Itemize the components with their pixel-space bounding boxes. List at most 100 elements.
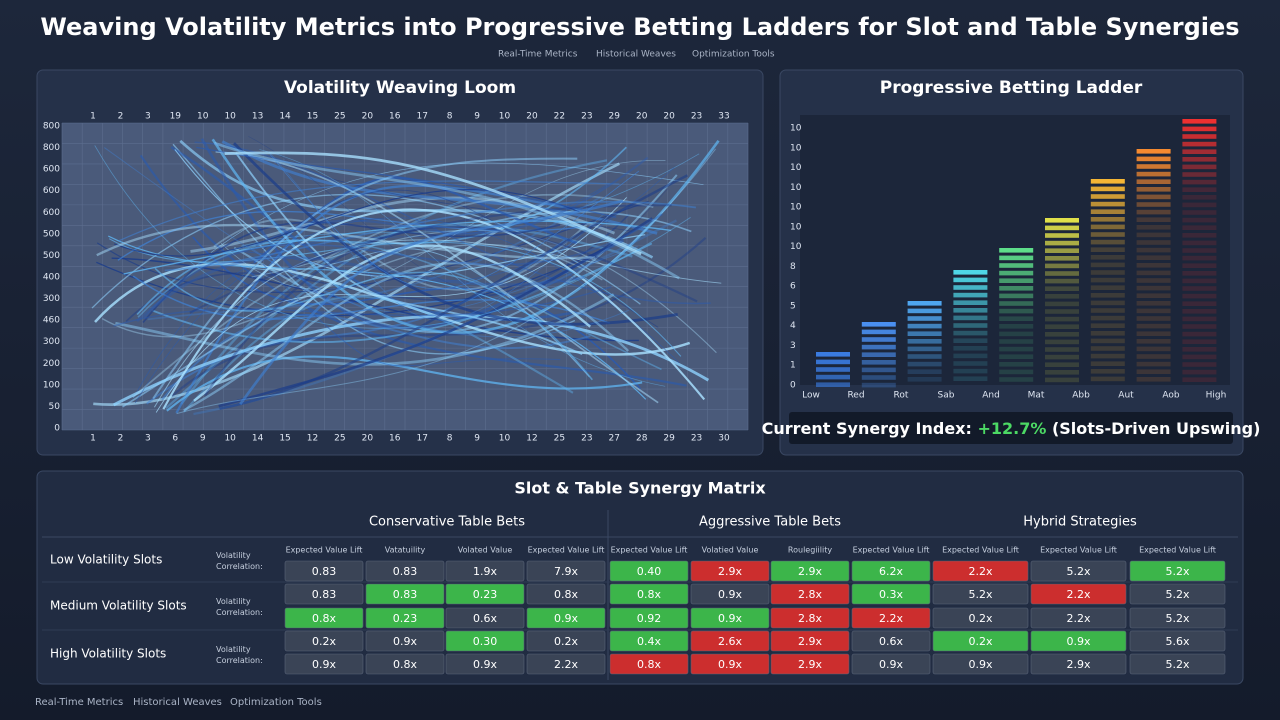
weave-thread [262,263,561,367]
loom-bottom-label: 14 [252,434,264,444]
loom-left-label: 460 [43,316,60,326]
cell-value: 0.2x [968,635,992,648]
matrix-cell [284,560,364,582]
ladder-step [1045,233,1079,238]
cell-value: 2.2x [968,565,992,578]
ladder-step [999,324,1034,329]
loom-top-label: 15 [307,112,318,122]
cell-value: 0.9x [1066,635,1090,648]
matrix-cell [932,607,1029,629]
matrix-cell [690,560,770,582]
nav-item: Real-Time Metrics [498,50,578,60]
column-header: Expected Value Lift [1040,546,1117,555]
matrix-cell [365,630,445,652]
ladder-step [1182,278,1217,284]
cell-value: 5.2x [968,588,992,601]
loom-bottom-label: 29 [663,434,675,444]
loom-bottom-label: 12 [307,434,318,444]
ladder-x-label: Rot [894,391,909,401]
cell-value: 0.3x [879,588,903,601]
ladder-x-label: High [1206,391,1227,401]
weave-thread [171,236,707,397]
row-sub-word: Correlation: [216,656,263,665]
ladder-step [953,308,988,313]
loom-left-label: 200 [43,359,60,369]
ladder-step [1136,187,1171,192]
ladder-step [1136,270,1171,276]
cell-value: 2.9x [798,635,822,648]
ladder-step [953,353,988,359]
ladder-step [1182,248,1217,253]
column-header: Volated Value [458,546,513,555]
ladder-step [861,344,896,350]
cell-value: 0.8x [554,588,578,601]
ladder-step [1182,377,1217,382]
loom-top-label: 9 [474,112,480,122]
ladder-step [1090,338,1125,344]
ladder-step [907,331,942,336]
cell-value: 0.9x [718,658,742,671]
ladder-y-label: 10 [790,124,802,134]
ladder-step [953,270,988,275]
index-value: +12.7% [977,419,1046,438]
ladder-step [953,300,988,305]
ladder-step [816,352,850,357]
ladder-step [1182,157,1217,162]
matrix-cell [284,607,364,629]
loom-top-label: 20 [526,112,538,122]
ladder-step [1182,347,1217,352]
cell-value: 0.30 [473,635,498,648]
ladder-step [1045,271,1079,276]
loom-top-label: 29 [609,112,621,122]
matrix-cell [609,583,689,605]
cell-value: 0.8x [393,658,417,671]
matrix-cell [690,583,770,605]
weave-thread [94,145,691,329]
loom-bottom-label: 20 [362,434,374,444]
row-sub-word: Correlation: [216,562,263,571]
ladder-step [1182,202,1217,208]
ladder-step [1136,346,1171,352]
ladder-step [1136,225,1171,230]
matrix-cell [1030,630,1127,652]
loom-bottom-label: 25 [334,434,345,444]
ladder-step [1045,362,1079,367]
weave-thread [134,217,680,404]
cell-value: 0.9x [879,658,903,671]
ladder-step [1136,232,1171,238]
weave-thread [204,225,698,397]
loom-top-label: 17 [416,112,427,122]
ladder-step [861,375,896,380]
ladder-step [999,377,1034,382]
ladder-step [1182,119,1217,124]
weave-thread [235,152,583,356]
matrix-cell [445,607,525,629]
ladder-step [953,285,988,290]
ladder-step [1182,141,1217,147]
loom-top-label: 10 [499,112,511,122]
ladder-y-label: 10 [790,222,802,232]
ladder-step [953,323,988,328]
matrix-cell [690,653,770,675]
ladder-step [1182,354,1217,360]
weave-thread [143,213,663,319]
matrix-cell [1129,653,1226,675]
ladder-step [999,331,1034,337]
loom-top-label: 13 [252,112,263,122]
weave-thread [155,197,627,413]
ladder-step [999,346,1034,352]
cell-value: 5.2x [1165,588,1189,601]
ladder-y-label: 0 [790,381,796,391]
matrix-cell [770,583,850,605]
cell-value: 0.4x [637,635,661,648]
loom-top-label: 20 [636,112,648,122]
ladder-step [1045,218,1079,223]
weave-thread [218,217,653,408]
ladder-step [1090,285,1125,290]
matrix-cell [365,560,445,582]
index-box [789,412,1233,444]
ladder-step [1136,164,1171,169]
loom-top-label: 2 [118,112,124,122]
ladder-x-label: And [982,391,1000,401]
ladder-step [816,382,850,387]
